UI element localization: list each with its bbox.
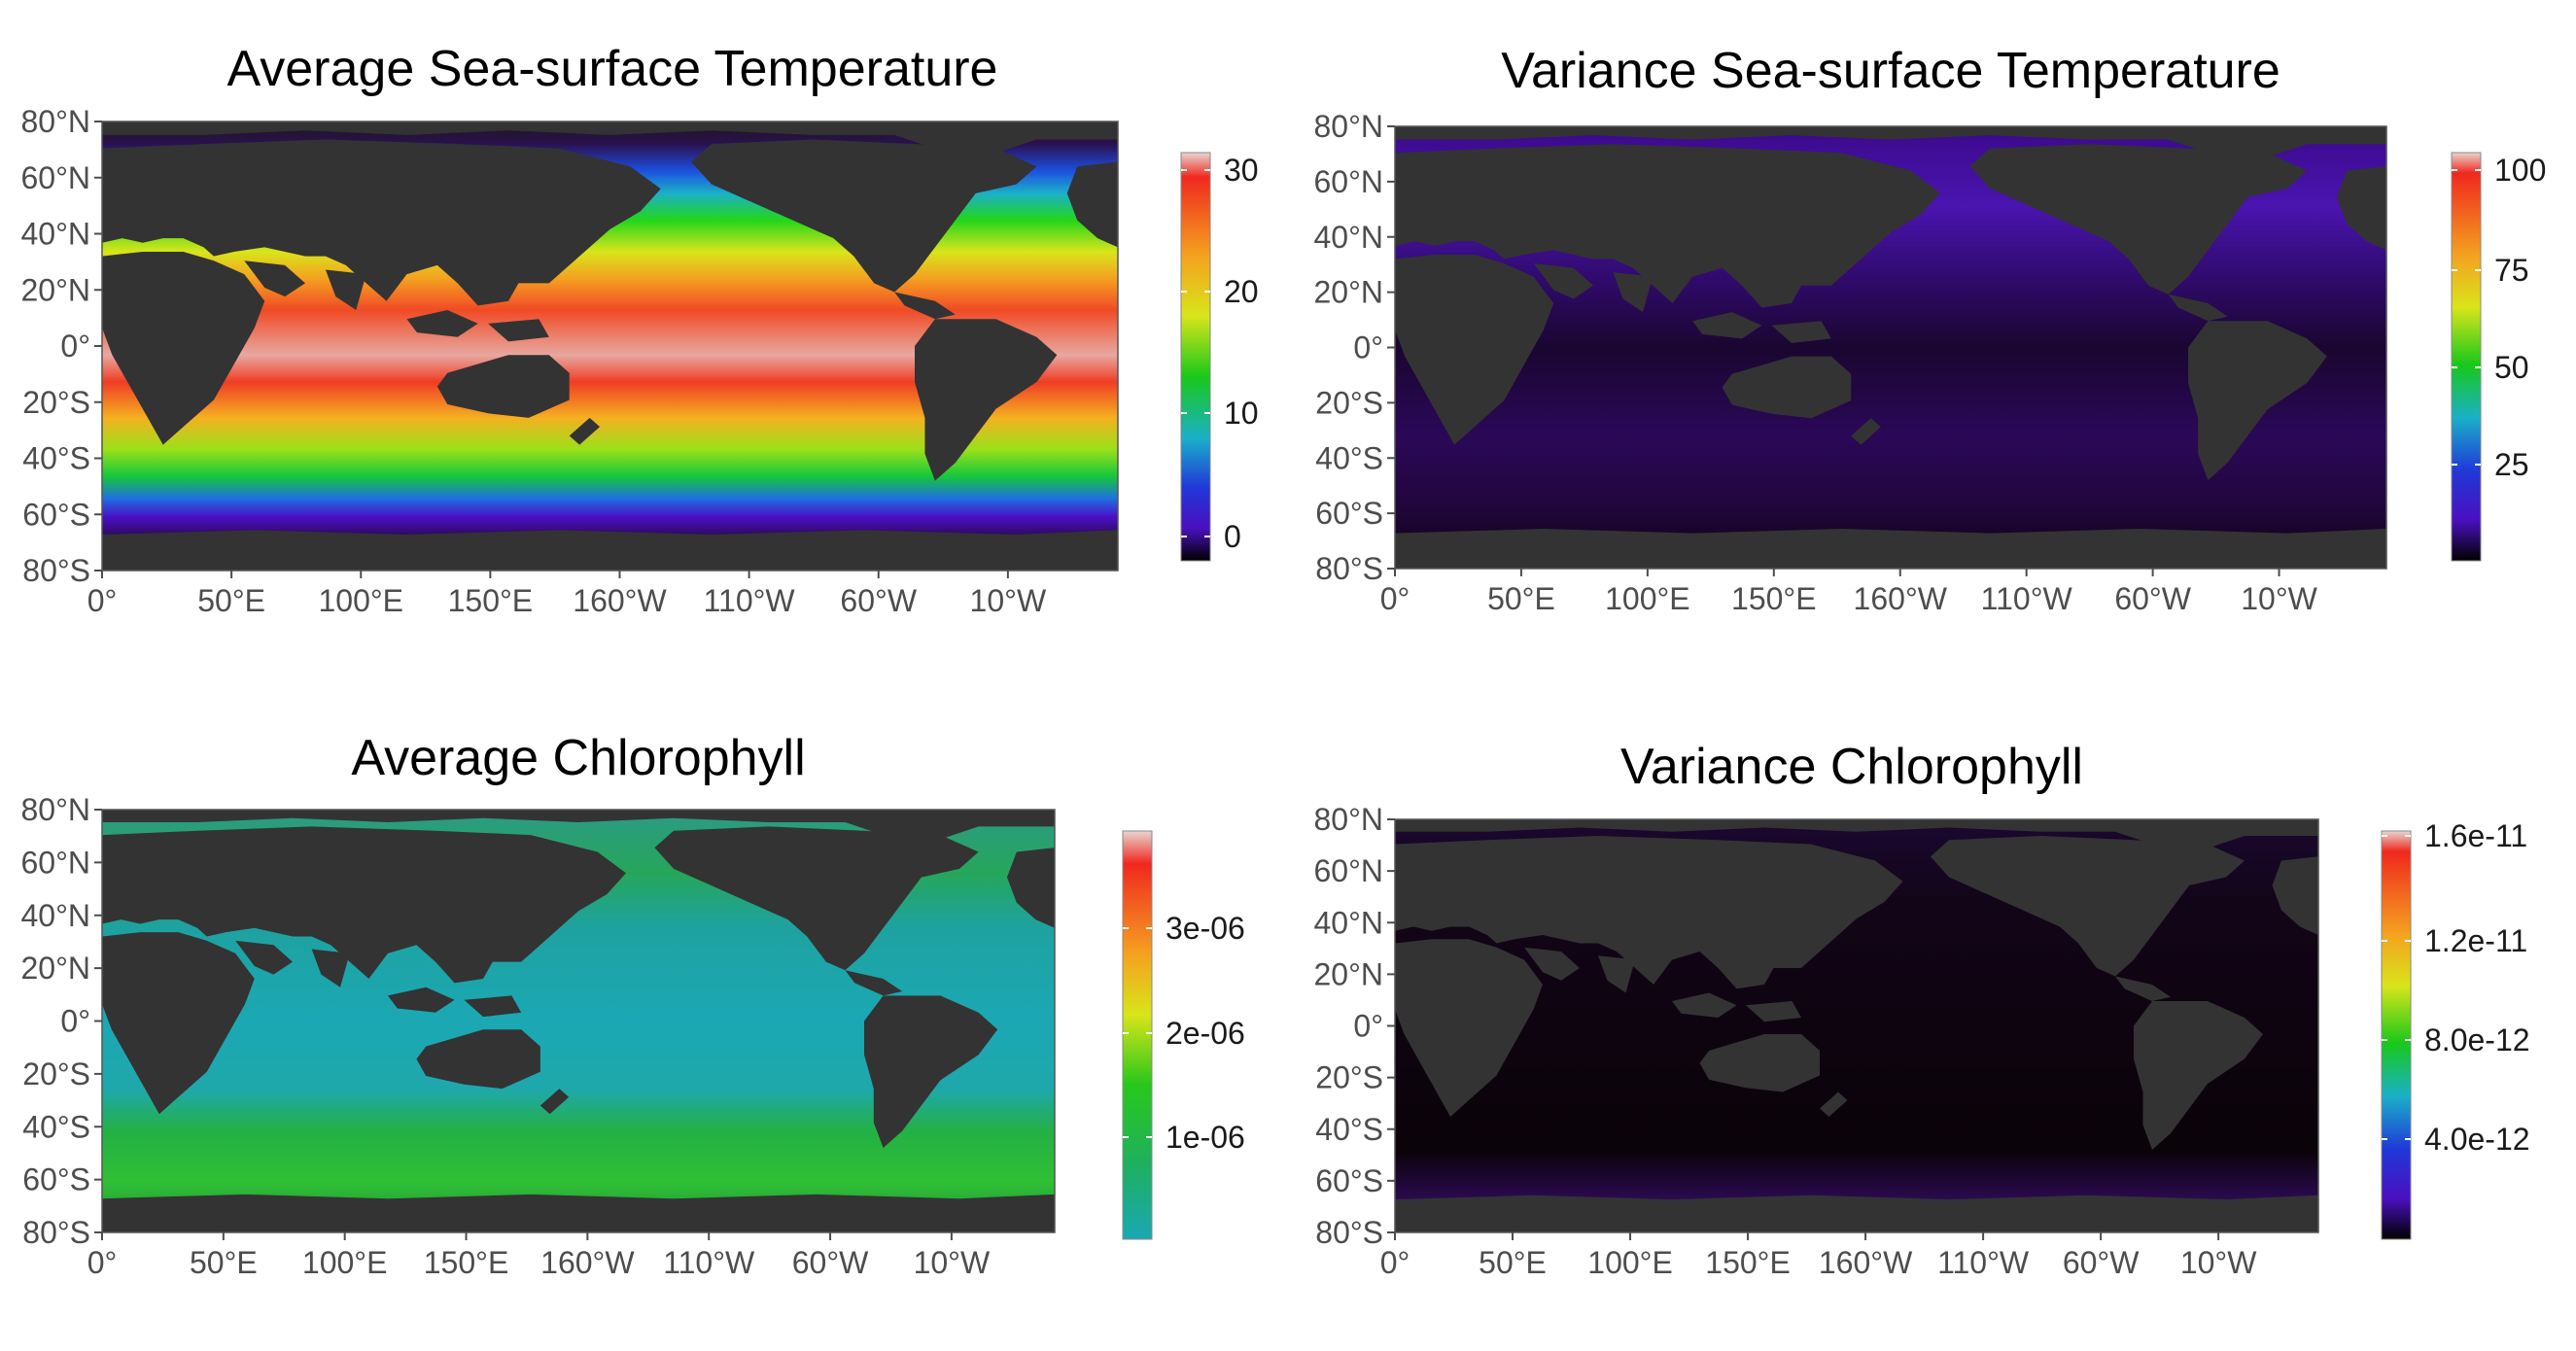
lon-tick-label: 160°W — [573, 583, 667, 618]
map-panel-2: Variance Sea-surface Temperature 80°N 60°N… — [1314, 43, 2547, 616]
lat-tick-label: 0° — [1353, 1009, 1383, 1044]
lat-tick-label: 40°N — [1314, 905, 1384, 940]
lat-tick-label: 60°N — [21, 160, 91, 195]
lon-tick-label: 160°W — [1854, 581, 1948, 616]
lon-tick-label: 100°E — [302, 1245, 388, 1280]
lon-tick-label: 110°W — [663, 1245, 755, 1280]
lat-tick-label: 0° — [60, 1004, 90, 1039]
lon-tick-label: 0° — [87, 583, 118, 618]
lon-tick-label: 100°E — [318, 583, 403, 618]
lat-tick-label: 20°S — [1315, 385, 1383, 420]
lon-tick-label: 50°E — [1479, 1245, 1547, 1280]
lat-tick-label: 40°N — [21, 898, 91, 933]
lat-tick-label: 20°N — [1314, 956, 1384, 991]
colorbar-tick-label: 1e-06 — [1166, 1120, 1245, 1155]
lon-tick-label: 110°W — [1937, 1245, 2030, 1280]
lat-tick-label: 20°N — [1314, 275, 1384, 310]
colorbar-tick-label: 3e-06 — [1166, 911, 1245, 946]
lat-tick-label: 40°S — [1315, 1112, 1383, 1147]
lon-tick-label: 50°E — [1487, 581, 1555, 616]
colorbar-tick-label: 30 — [1224, 153, 1259, 188]
lon-tick-label: 60°W — [792, 1245, 869, 1280]
lat-tick-label: 60°N — [21, 845, 91, 880]
lat-tick-label: 0° — [1353, 330, 1383, 365]
colorbar — [2381, 830, 2412, 1240]
map-panel-4: Variance Chlorophyll 80°N 60°N 40°N 20°N 0° 20… — [1314, 739, 2530, 1280]
lon-tick-label: 10°W — [2180, 1245, 2257, 1280]
lat-tick-label: 40°S — [22, 1109, 90, 1144]
lon-tick-label: 0° — [1380, 581, 1410, 616]
colorbar-tick-label: 20 — [1224, 274, 1259, 309]
colorbar — [2451, 152, 2482, 562]
lat-tick-label: 0° — [60, 329, 90, 364]
lat-tick-label: 80°N — [21, 104, 91, 139]
lat-tick-label: 40°S — [1315, 440, 1383, 475]
map-panel-3: Average Chlorophyll 80°N 60°N 40°N 20°N 0° 20°… — [21, 730, 1245, 1280]
lat-tick-label: 60°S — [22, 1162, 90, 1197]
lon-tick-label: 50°E — [197, 583, 265, 618]
lat-tick-label: 80°S — [22, 553, 90, 588]
lat-tick-label: 60°S — [1315, 1163, 1383, 1198]
lon-tick-label: 160°W — [540, 1245, 635, 1280]
panel-title: Average Chlorophyll — [351, 730, 805, 786]
panel-title: Variance Sea-surface Temperature — [1501, 43, 2280, 99]
colorbar — [1122, 830, 1153, 1240]
colorbar-tick-label: 1.2e-11 — [2424, 923, 2527, 958]
lon-tick-label: 10°W — [2241, 581, 2317, 616]
colorbar-tick-label: 4.0e-12 — [2424, 1122, 2530, 1157]
lon-tick-label: 150°E — [448, 583, 534, 618]
colorbar-tick-label: 50 — [2494, 350, 2529, 385]
lat-tick-label: 80°S — [22, 1215, 90, 1250]
panel-title: Variance Chlorophyll — [1620, 739, 2083, 795]
lat-tick-label: 20°S — [1315, 1060, 1383, 1095]
lat-tick-label: 80°S — [1315, 1215, 1383, 1250]
lon-tick-label: 150°E — [1705, 1245, 1791, 1280]
lat-tick-label: 20°S — [22, 385, 90, 420]
lat-tick-label: 80°S — [1315, 551, 1383, 586]
lat-tick-label: 60°N — [1314, 853, 1384, 888]
lat-tick-label: 40°N — [1314, 220, 1384, 255]
lon-tick-label: 60°W — [2063, 1245, 2140, 1280]
colorbar-tick-label: 1.6e-11 — [2424, 818, 2527, 853]
colorbar-tick-label: 75 — [2494, 253, 2529, 288]
panel-title: Average Sea-surface Temperature — [227, 41, 998, 97]
colorbar-tick-label: 2e-06 — [1166, 1016, 1245, 1051]
lon-tick-label: 150°E — [424, 1245, 509, 1280]
lon-tick-label: 160°W — [1819, 1245, 1913, 1280]
lat-tick-label: 80°N — [1314, 109, 1384, 144]
lon-tick-label: 110°W — [1981, 581, 2073, 616]
colorbar-tick-label: 10 — [1224, 396, 1259, 431]
colorbar-tick-label: 8.0e-12 — [2424, 1022, 2530, 1057]
lat-tick-label: 80°N — [21, 792, 91, 827]
lon-tick-label: 0° — [1380, 1245, 1410, 1280]
lon-tick-label: 60°W — [840, 583, 917, 618]
colorbar-tick-label: 25 — [2494, 447, 2529, 482]
lon-tick-label: 10°W — [914, 1245, 991, 1280]
colorbar — [1180, 152, 1211, 562]
lon-tick-label: 10°W — [970, 583, 1047, 618]
lon-tick-label: 100°E — [1587, 1245, 1673, 1280]
lat-tick-label: 20°N — [21, 951, 91, 986]
lat-tick-label: 60°S — [22, 497, 90, 532]
lat-tick-label: 40°S — [22, 441, 90, 476]
lat-tick-label: 60°N — [1314, 164, 1384, 199]
lat-tick-label: 60°S — [1315, 496, 1383, 531]
colorbar-tick-label: 0 — [1224, 519, 1241, 554]
lat-tick-label: 20°S — [22, 1057, 90, 1091]
lat-tick-label: 80°N — [1314, 802, 1384, 837]
lon-tick-label: 0° — [87, 1245, 118, 1280]
lat-tick-label: 20°N — [21, 272, 91, 307]
lon-tick-label: 110°W — [704, 583, 796, 618]
lon-tick-label: 150°E — [1731, 581, 1817, 616]
lon-tick-label: 100°E — [1605, 581, 1690, 616]
colorbar-tick-label: 100 — [2494, 153, 2546, 188]
lat-tick-label: 40°N — [21, 217, 91, 252]
lon-tick-label: 50°E — [190, 1245, 258, 1280]
map-panel-1: Average Sea-surface Temperature 80°N 60°N 4… — [21, 41, 1259, 618]
lon-tick-label: 60°W — [2114, 581, 2191, 616]
